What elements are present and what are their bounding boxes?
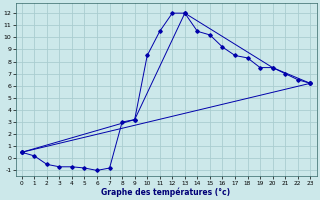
X-axis label: Graphe des températures (°c): Graphe des températures (°c) bbox=[101, 187, 231, 197]
